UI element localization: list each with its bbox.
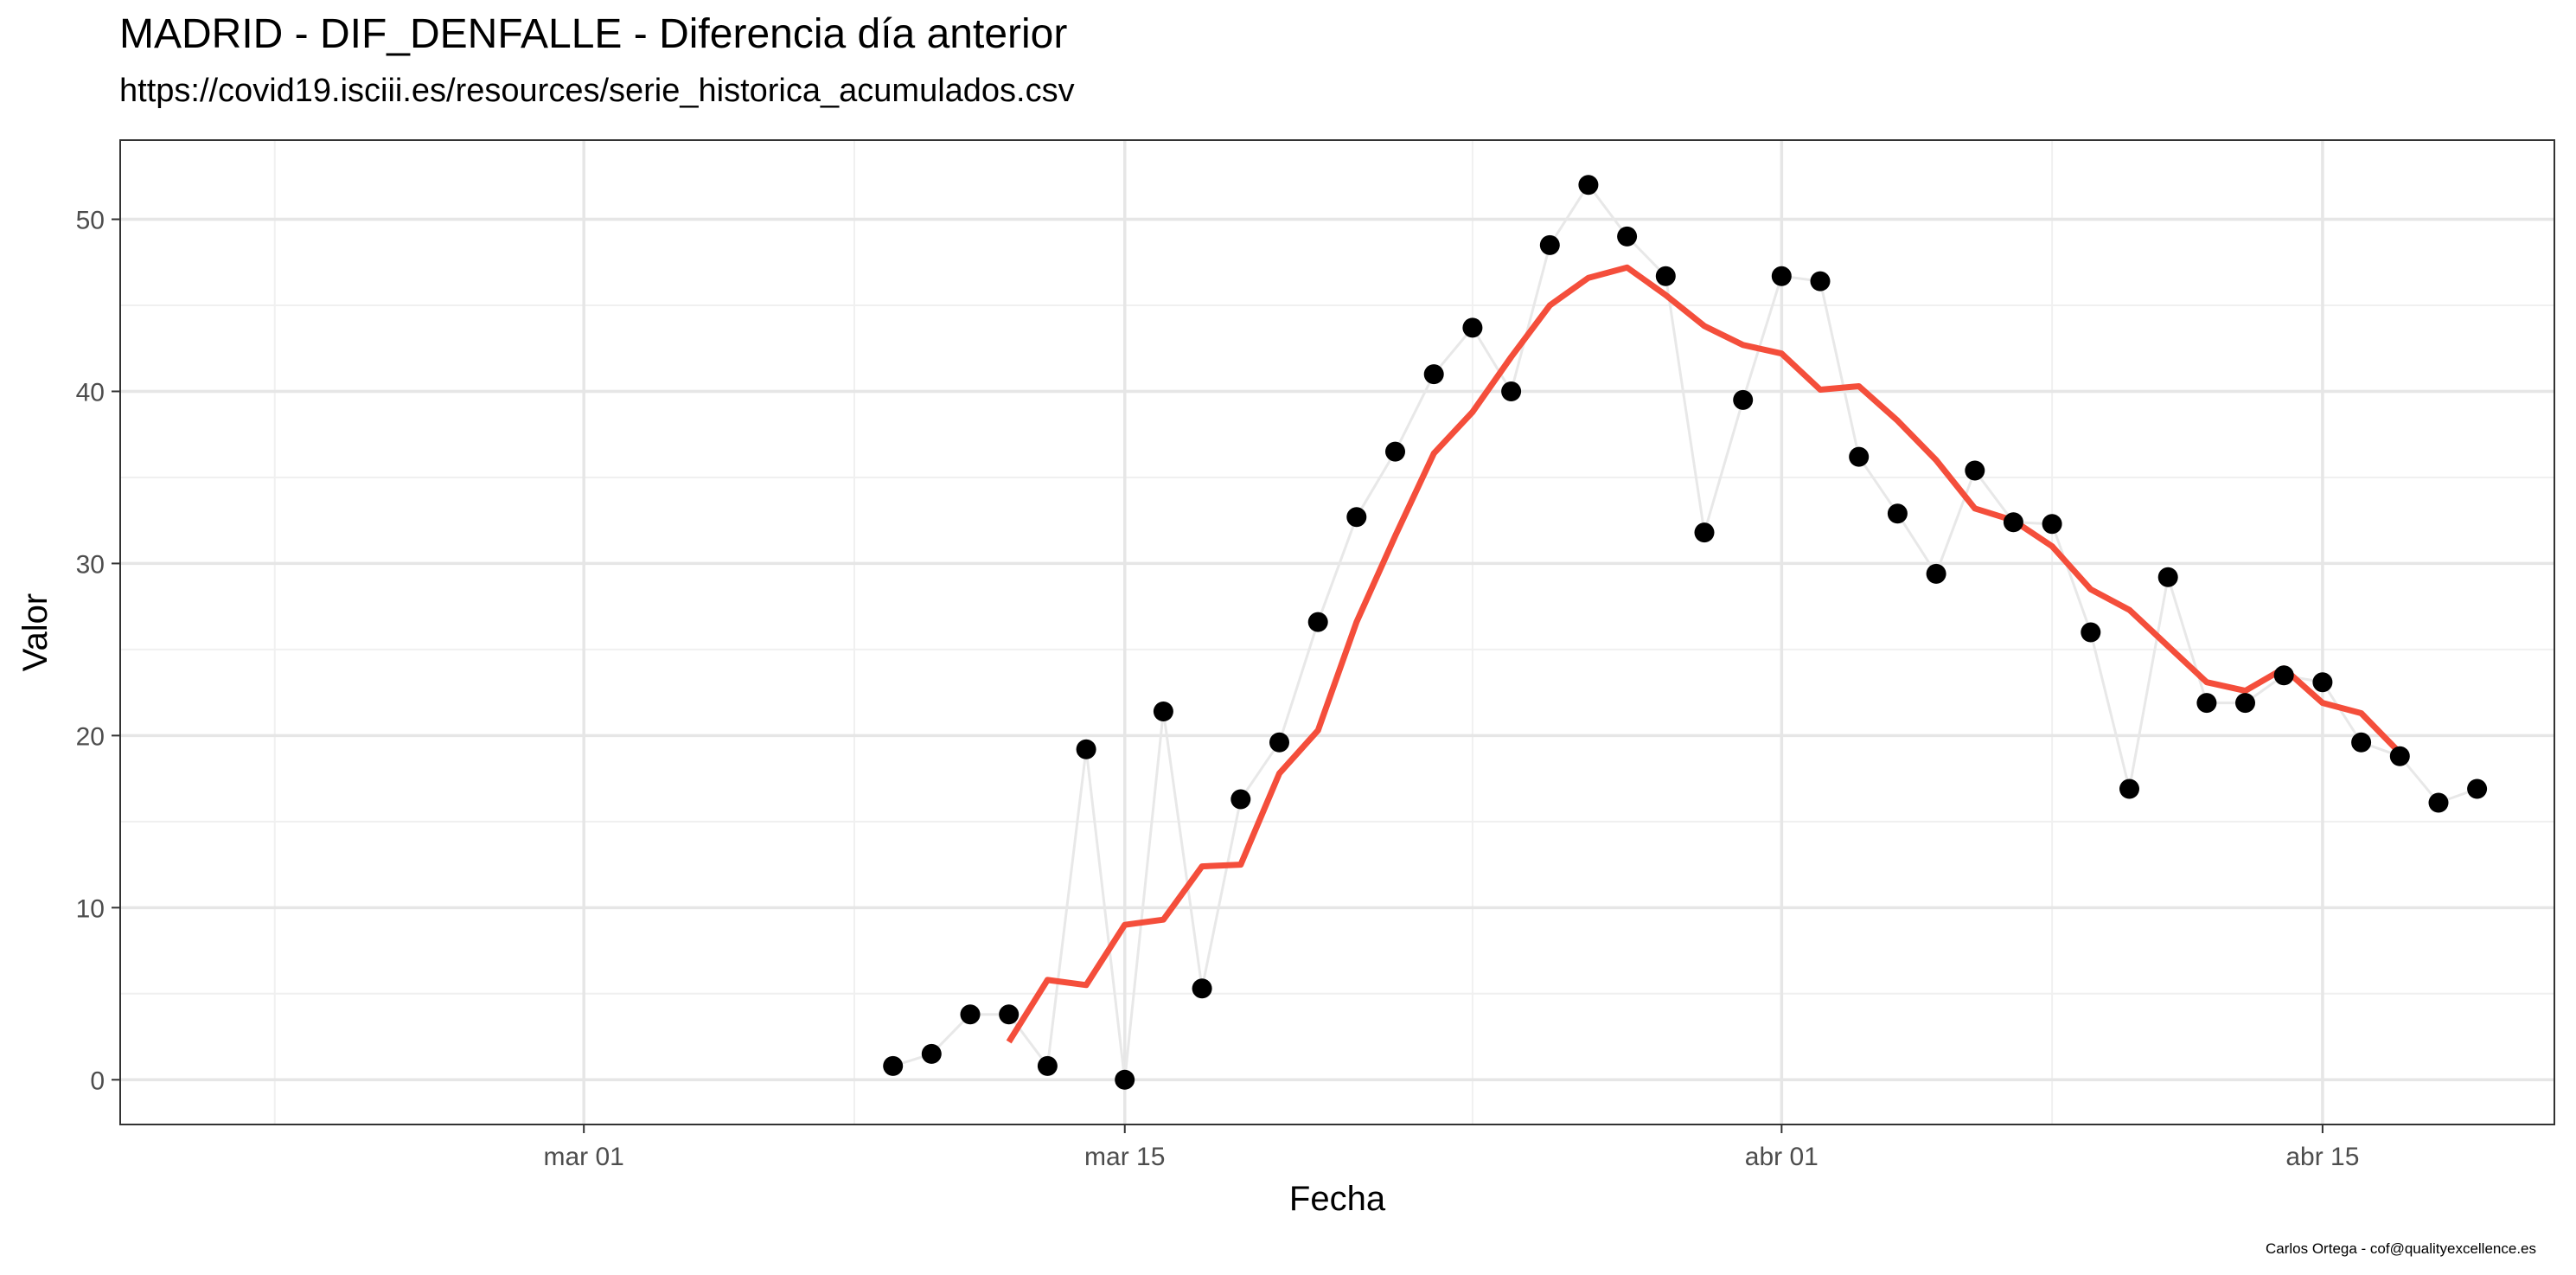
data-point xyxy=(2119,778,2139,799)
data-point xyxy=(1423,364,1444,385)
data-point xyxy=(1539,234,1560,255)
panel-border xyxy=(119,139,2555,1125)
data-point xyxy=(1385,441,1405,462)
data-point xyxy=(2235,693,2255,714)
data-point xyxy=(1733,389,1754,410)
data-point xyxy=(1655,266,1676,286)
data-point xyxy=(1887,503,1908,524)
y-tick-label: 40 xyxy=(76,378,105,407)
data-point xyxy=(1076,739,1096,759)
data-point xyxy=(1115,1069,1135,1090)
data-point xyxy=(1810,271,1831,292)
data-point xyxy=(2157,567,2178,587)
data-point xyxy=(921,1043,942,1064)
data-point xyxy=(1501,381,1522,401)
data-point xyxy=(2467,778,2488,799)
data-point xyxy=(1694,522,1715,543)
data-point xyxy=(2196,693,2217,714)
smoothed-series-line xyxy=(1006,264,2402,1044)
data-point xyxy=(960,1004,981,1025)
chart-subtitle: https://covid19.isciii.es/resources/seri… xyxy=(119,73,1075,109)
major-gridlines xyxy=(120,140,2554,1124)
data-point xyxy=(1926,563,1946,584)
data-point xyxy=(2042,514,2062,535)
data-point xyxy=(1965,460,1985,481)
data-point xyxy=(1269,732,1289,753)
data-point xyxy=(2273,665,2294,686)
data-point xyxy=(2081,622,2101,643)
y-axis-title: Valor xyxy=(16,593,54,671)
data-point xyxy=(1578,175,1599,195)
data-point xyxy=(999,1004,1020,1025)
data-point xyxy=(2389,746,2410,766)
y-tick-label: 0 xyxy=(90,1067,105,1095)
data-point xyxy=(1153,702,1173,721)
x-axis-title: Fecha xyxy=(1289,1180,1386,1218)
data-point xyxy=(2428,792,2449,813)
chart-title: MADRID - DIF_DENFALLE - Diferencia día a… xyxy=(119,11,1068,57)
x-tick-label: mar 01 xyxy=(544,1143,624,1171)
data-point xyxy=(883,1055,904,1076)
data-point xyxy=(1617,226,1638,247)
data-point xyxy=(2003,512,2023,533)
y-tick-label: 30 xyxy=(76,550,105,579)
data-point xyxy=(1037,1055,1058,1076)
minor-gridlines xyxy=(120,140,2554,1124)
y-tick-label: 10 xyxy=(76,894,105,923)
x-tick-label: abr 15 xyxy=(2285,1143,2359,1171)
x-tick-label: abr 01 xyxy=(1745,1143,1819,1171)
x-tick-label: mar 15 xyxy=(1084,1143,1165,1171)
data-point xyxy=(1462,317,1483,338)
data-point xyxy=(2351,732,2372,753)
y-tick-label: 50 xyxy=(76,207,105,235)
data-point xyxy=(2312,672,2333,693)
data-point xyxy=(1307,612,1328,632)
chart-caption: Carlos Ortega - cof@qualityexcellence.es xyxy=(2265,1240,2536,1257)
axis-ticks: mar 01 mar 15 abr 01 abr 15 0 10 20 30 40 50 xyxy=(76,207,2360,1171)
daily-series-line xyxy=(892,183,2478,1081)
data-point xyxy=(1771,266,1792,286)
y-tick-label: 20 xyxy=(76,722,105,751)
data-point xyxy=(1346,507,1367,528)
data-point xyxy=(1849,446,1870,467)
data-point xyxy=(1192,978,1212,999)
data-point xyxy=(1230,789,1251,810)
series-layer xyxy=(883,175,2488,1090)
